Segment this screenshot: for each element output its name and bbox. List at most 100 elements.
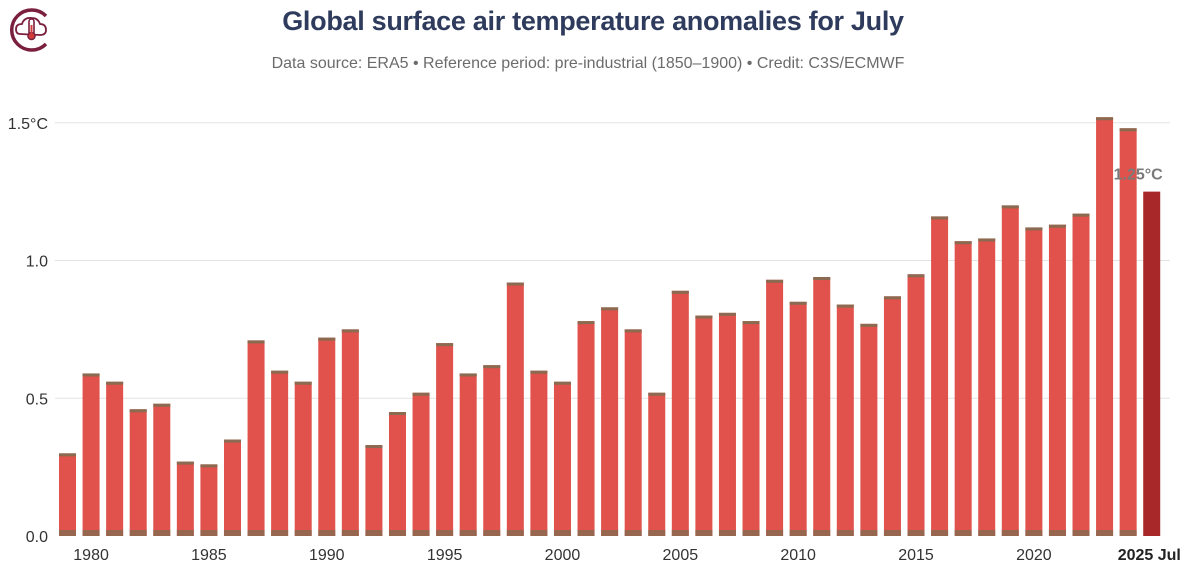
bar-1985 [200, 464, 218, 536]
bar-cap [742, 321, 760, 325]
y-tick-label: 1.0 [26, 254, 48, 271]
bar-base [695, 530, 713, 536]
bar-cap [789, 301, 807, 305]
bar-1981 [106, 381, 124, 536]
bar-cap [200, 464, 218, 468]
bar-base [82, 530, 100, 536]
bar-base [153, 530, 171, 536]
bar-cap [1001, 205, 1019, 209]
bar-base [1048, 530, 1066, 536]
bar-base [223, 530, 241, 536]
bar-base [624, 530, 642, 536]
bar-1995 [436, 343, 454, 536]
bar-cap [766, 279, 784, 283]
bar-base [483, 530, 501, 536]
bar-2012 [836, 304, 854, 536]
bar-cap [176, 461, 194, 465]
bar-2024 [1119, 128, 1137, 536]
bar-2015 [907, 274, 925, 536]
bar-base [176, 530, 194, 536]
annotations: 1.25°C [1114, 167, 1164, 184]
bar-2011 [813, 277, 831, 536]
bar-base [365, 530, 383, 536]
x-axis-labels: 1980 1985 1990 1995 2000 2005 2010 2015 2020 2025… [73, 547, 1181, 564]
bar-1982 [129, 409, 147, 536]
bar-base [1119, 530, 1137, 536]
bar-base [648, 530, 666, 536]
bar-2007 [718, 312, 736, 536]
bar-base [1001, 530, 1019, 536]
bars [59, 117, 1161, 537]
bar-1990 [318, 337, 336, 536]
x-tick-label: 1985 [191, 547, 227, 564]
bar-2025 [1143, 191, 1161, 536]
bar-base [436, 530, 454, 536]
bar-base [577, 530, 595, 536]
bar-base [294, 530, 312, 536]
bar-base [1072, 530, 1090, 536]
bar-1993 [388, 412, 406, 536]
bar-cap [718, 312, 736, 316]
bar-cap [483, 365, 501, 369]
bar-cap [1096, 117, 1114, 121]
bar-2014 [883, 296, 901, 536]
bar-cap [1072, 213, 1090, 217]
bar-cap [577, 321, 595, 325]
bar-base [341, 530, 359, 536]
bar-2008 [742, 321, 760, 536]
bar-2000 [553, 381, 571, 536]
bar-1996 [459, 373, 477, 536]
bar-cap [813, 277, 831, 281]
bar-base [1025, 530, 1043, 536]
bar-1980 [82, 373, 100, 536]
bar-base [766, 530, 784, 536]
bar-base [742, 530, 760, 536]
bar-base [129, 530, 147, 536]
bar-cap [247, 340, 265, 344]
bar-cap [436, 343, 454, 347]
bar-2010 [789, 301, 807, 536]
bar-cap [530, 370, 548, 374]
bar-cap [365, 445, 383, 449]
bar-1984 [176, 461, 194, 536]
y-axis-labels: 0.0 0.5 1.0 1.5°C [8, 116, 48, 546]
bar-base [459, 530, 477, 536]
bar-cap [907, 274, 925, 278]
bar-cap [223, 439, 241, 443]
bar-base [931, 530, 949, 536]
bar-1987 [247, 340, 265, 536]
bar-2021 [1048, 224, 1066, 536]
bar-base [813, 530, 831, 536]
bar-1994 [412, 392, 430, 536]
bar-cap [978, 238, 996, 242]
bar-2003 [624, 329, 642, 536]
bar-cap [954, 241, 972, 245]
bar-2002 [601, 307, 619, 536]
bar-1998 [506, 282, 524, 536]
bar-base [106, 530, 124, 536]
bar-cap [601, 307, 619, 311]
bar-base [318, 530, 336, 536]
bar-cap [271, 370, 289, 374]
bar-cap [294, 381, 312, 385]
bar-2005 [671, 290, 689, 536]
bar-1992 [365, 445, 383, 536]
x-tick-label: 1980 [73, 547, 109, 564]
bar-base [247, 530, 265, 536]
bar-cap [931, 216, 949, 220]
bar-cap [671, 290, 689, 294]
bar-cap [106, 381, 124, 385]
x-tick-label: 2015 [898, 547, 934, 564]
bar-base [530, 530, 548, 536]
bar-1997 [483, 365, 501, 536]
bar-base [506, 530, 524, 536]
bar-1989 [294, 381, 312, 536]
bar-base [59, 530, 76, 536]
y-tick-label: 0.0 [26, 529, 48, 546]
bar-cap [59, 453, 76, 457]
bar-2020 [1025, 227, 1043, 536]
bar-cap [388, 412, 406, 416]
bar-base [954, 530, 972, 536]
bar-1979 [59, 453, 76, 536]
thermometer-cloud-icon [9, 8, 48, 52]
